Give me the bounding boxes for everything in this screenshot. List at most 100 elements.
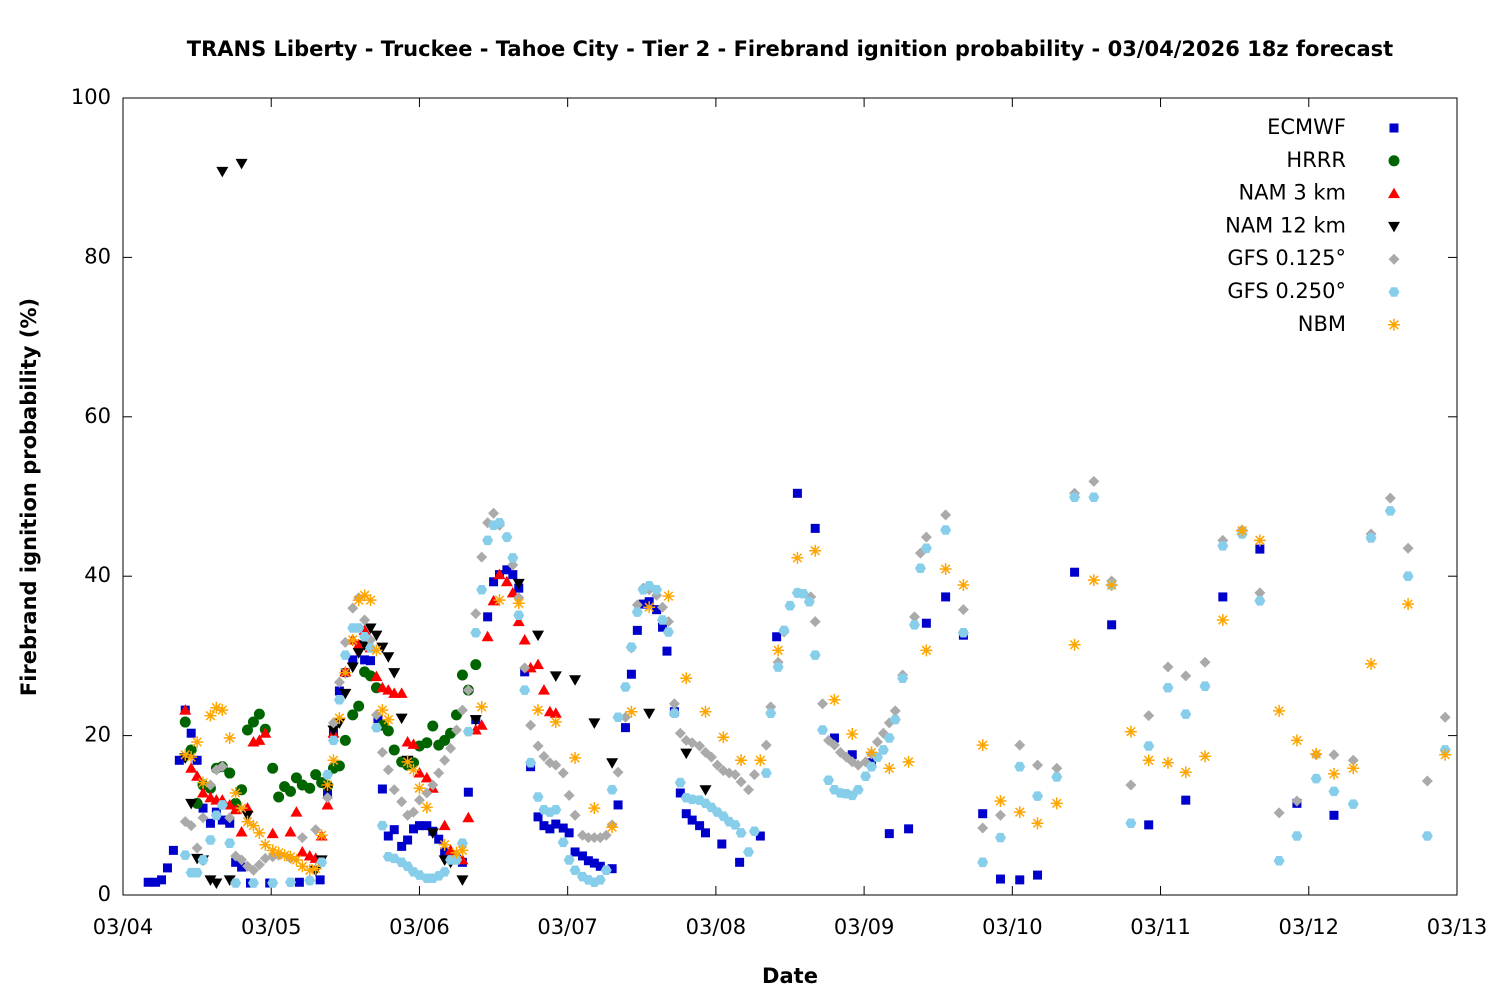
point <box>643 708 656 720</box>
point <box>364 623 377 635</box>
point <box>396 796 408 808</box>
point <box>1051 762 1063 774</box>
point <box>266 844 279 857</box>
y-tick-label: 80 <box>84 244 111 268</box>
point <box>456 669 468 681</box>
point <box>507 553 519 563</box>
point <box>216 800 228 810</box>
point <box>651 584 663 595</box>
point <box>1144 820 1154 830</box>
point <box>438 838 451 851</box>
legend-label: GFS 0.250° <box>1227 279 1346 303</box>
point <box>284 877 296 888</box>
point <box>978 809 988 819</box>
point <box>729 820 741 830</box>
point <box>284 850 297 863</box>
point <box>512 578 525 590</box>
point <box>717 839 727 849</box>
point <box>224 767 236 779</box>
point <box>686 794 698 805</box>
point <box>1273 704 1286 717</box>
point <box>389 825 399 835</box>
point <box>267 878 279 888</box>
point <box>247 819 260 832</box>
point <box>680 672 693 685</box>
point <box>290 806 303 817</box>
point <box>760 739 772 751</box>
point <box>185 798 198 810</box>
point <box>370 722 382 733</box>
point <box>817 725 829 735</box>
point <box>303 864 316 877</box>
point <box>322 792 334 804</box>
point <box>551 819 561 829</box>
legend-label: NBM <box>1298 312 1346 336</box>
point <box>333 676 345 688</box>
point <box>327 725 340 737</box>
point <box>823 775 835 785</box>
y-tick-label: 60 <box>84 404 111 428</box>
point <box>643 601 656 614</box>
point <box>333 694 345 705</box>
point <box>456 844 469 857</box>
point <box>322 769 334 780</box>
point <box>179 716 191 728</box>
point <box>294 877 304 887</box>
point <box>1051 772 1063 782</box>
point <box>1439 711 1451 723</box>
point <box>513 610 525 621</box>
x-tick-label: 03/07 <box>537 915 598 939</box>
point <box>626 669 636 679</box>
point <box>370 709 382 721</box>
point <box>563 789 575 801</box>
x-tick-label: 03/04 <box>93 915 154 939</box>
point <box>339 636 351 648</box>
x-tick-label: 03/10 <box>982 915 1043 939</box>
point <box>1014 739 1026 751</box>
point <box>518 633 531 645</box>
point <box>463 787 473 797</box>
point <box>185 744 197 756</box>
point <box>909 620 921 630</box>
point <box>273 791 285 803</box>
point <box>588 802 601 815</box>
point <box>346 633 359 646</box>
point <box>450 846 463 859</box>
point <box>235 826 248 837</box>
point <box>1143 741 1155 751</box>
point <box>143 877 153 887</box>
point <box>904 824 914 834</box>
point <box>914 563 926 573</box>
point <box>366 656 376 666</box>
point <box>1365 533 1377 543</box>
point <box>327 754 340 767</box>
point <box>512 615 525 627</box>
point <box>1328 786 1340 797</box>
point <box>192 755 202 765</box>
point <box>445 742 457 754</box>
point <box>162 863 172 873</box>
point <box>532 792 544 802</box>
point <box>376 642 389 654</box>
point <box>1199 656 1211 668</box>
point <box>620 723 630 733</box>
point <box>1365 657 1378 670</box>
point <box>784 600 796 611</box>
point <box>1180 670 1192 682</box>
point <box>940 509 952 521</box>
point <box>359 632 371 642</box>
point <box>456 838 468 848</box>
point <box>395 687 408 698</box>
point <box>1347 762 1360 775</box>
point <box>772 632 782 642</box>
point <box>939 563 952 576</box>
point <box>438 819 451 831</box>
point <box>501 532 513 542</box>
point <box>216 704 229 717</box>
point <box>735 857 745 867</box>
point <box>957 604 969 616</box>
point <box>388 744 400 756</box>
point <box>519 685 531 695</box>
legend-label: HRRR <box>1286 148 1346 172</box>
point <box>253 734 266 745</box>
